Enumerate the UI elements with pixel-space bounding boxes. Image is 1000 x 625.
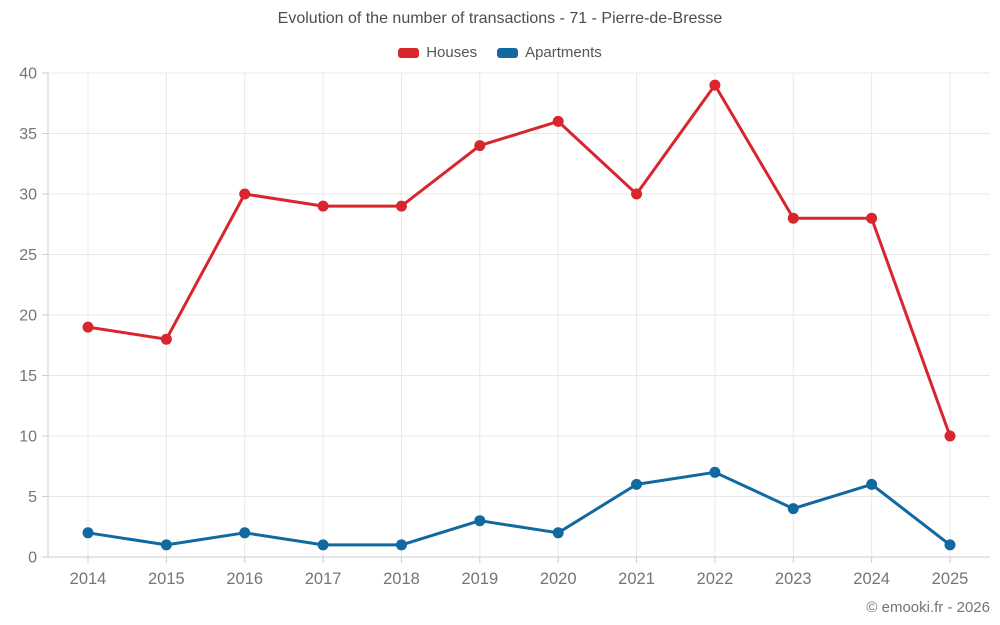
y-axis-tick-label: 5 xyxy=(28,489,37,506)
series-line-apartments xyxy=(86,470,952,547)
x-axis-tick-label: 2022 xyxy=(697,570,734,588)
data-point-apartments-2016[interactable] xyxy=(239,527,251,539)
data-point-houses-2018[interactable] xyxy=(395,200,407,212)
x-axis-tick-label: 2023 xyxy=(775,570,812,588)
data-point-houses-2024[interactable] xyxy=(866,212,878,224)
y-axis-tick-label: 10 xyxy=(19,429,37,446)
data-point-houses-2015[interactable] xyxy=(160,333,172,345)
data-point-houses-2021[interactable] xyxy=(631,188,643,200)
y-axis-tick-label: 30 xyxy=(19,187,37,204)
x-axis-tick-label: 2020 xyxy=(540,570,577,588)
legend-item-houses[interactable]: Houses xyxy=(398,44,477,61)
data-point-apartments-2023[interactable] xyxy=(787,503,799,515)
data-point-houses-2020[interactable] xyxy=(552,115,564,127)
data-point-houses-2014[interactable] xyxy=(82,321,94,333)
y-axis-tick-label: 25 xyxy=(19,247,37,264)
y-axis-tick-label: 35 xyxy=(19,126,37,143)
x-axis-tick-label: 2017 xyxy=(305,570,342,588)
data-point-houses-2022[interactable] xyxy=(709,79,721,91)
x-axis-tick-label: 2024 xyxy=(853,570,890,588)
data-point-houses-2025[interactable] xyxy=(944,430,956,442)
data-point-apartments-2025[interactable] xyxy=(944,539,956,551)
chart-title: Evolution of the number of transactions … xyxy=(277,10,723,27)
data-point-apartments-2024[interactable] xyxy=(866,478,878,490)
legend-label-houses: Houses xyxy=(426,44,478,61)
series-line-houses xyxy=(86,83,952,438)
y-axis-tick-label: 40 xyxy=(19,66,37,83)
data-point-apartments-2015[interactable] xyxy=(160,539,172,551)
data-point-houses-2023[interactable] xyxy=(787,212,799,224)
x-axis-tick-label: 2021 xyxy=(618,570,655,588)
data-point-houses-2019[interactable] xyxy=(474,140,486,152)
data-point-houses-2017[interactable] xyxy=(317,200,329,212)
x-axis-tick-label: 2016 xyxy=(226,570,263,588)
x-axis-tick-label: 2015 xyxy=(148,570,185,588)
y-axis-tick-label: 20 xyxy=(19,308,37,325)
data-point-apartments-2018[interactable] xyxy=(395,539,407,551)
data-point-apartments-2020[interactable] xyxy=(552,527,564,539)
data-point-apartments-2021[interactable] xyxy=(631,478,643,490)
legend-item-apartments[interactable]: Apartments xyxy=(497,44,602,61)
chart-legend: Houses Apartments xyxy=(0,44,1000,61)
x-axis-tick-label: 2025 xyxy=(932,570,969,588)
houses-legend-swatch-icon xyxy=(398,47,420,58)
y-axis-tick-label: 0 xyxy=(28,550,37,567)
y-axis-tick-label: 15 xyxy=(19,368,37,385)
data-point-apartments-2014[interactable] xyxy=(82,527,94,539)
data-point-apartments-2019[interactable] xyxy=(474,515,486,527)
x-axis-tick-label: 2014 xyxy=(70,570,107,588)
x-axis-tick-label: 2018 xyxy=(383,570,420,588)
legend-label-apartments: Apartments xyxy=(525,44,602,61)
copyright-note: © emooki.fr - 2026 xyxy=(866,599,990,616)
data-point-apartments-2017[interactable] xyxy=(317,539,329,551)
data-point-houses-2016[interactable] xyxy=(239,188,251,200)
x-axis-tick-label: 2019 xyxy=(461,570,498,588)
data-point-apartments-2022[interactable] xyxy=(709,466,721,478)
apartments-legend-swatch-icon xyxy=(497,47,519,58)
